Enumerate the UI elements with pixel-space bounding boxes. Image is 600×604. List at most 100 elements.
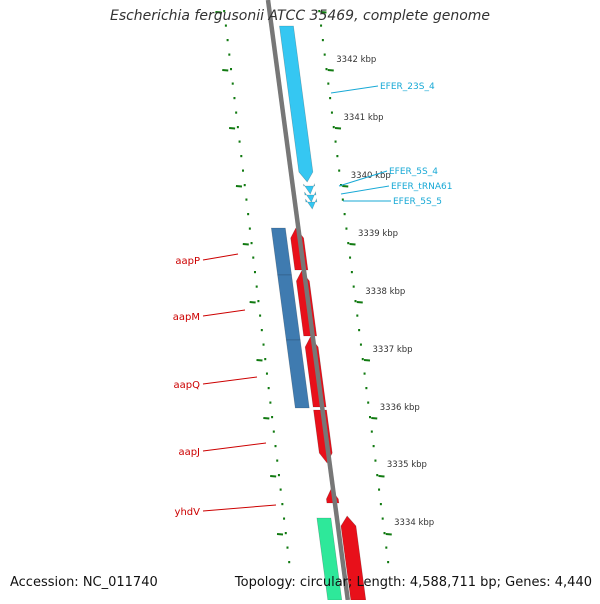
inner-minor-tick xyxy=(276,459,279,462)
topology-text: Topology: circular; Length: 4,588,711 bp… xyxy=(234,575,592,590)
outer-minor-tick xyxy=(352,285,355,288)
inner-minor-tick xyxy=(230,68,233,71)
inner-minor-tick xyxy=(284,532,287,535)
inner-major-tick xyxy=(249,301,256,304)
inner-minor-tick xyxy=(226,39,229,42)
inner-major-tick xyxy=(270,475,277,478)
outer-major-tick xyxy=(334,127,342,130)
inner-minor-tick xyxy=(286,546,289,549)
inner-minor-tick xyxy=(262,343,265,346)
gene-label: aapQ xyxy=(174,380,201,391)
inner-minor-tick xyxy=(257,300,260,303)
inner-minor-tick xyxy=(247,213,250,216)
outer-major-tick xyxy=(363,359,371,362)
kbp-tick-label: 3338 kbp xyxy=(365,287,405,297)
outer-major-tick xyxy=(371,417,378,420)
trna-feature xyxy=(304,190,317,203)
outer-minor-tick xyxy=(334,140,337,143)
outer-minor-tick xyxy=(361,358,364,361)
inner-minor-tick xyxy=(264,358,267,361)
outer-minor-tick xyxy=(325,68,328,71)
outer-minor-tick xyxy=(343,213,346,216)
outer-minor-tick xyxy=(369,416,371,419)
accession-text: Accession: NC_011740 xyxy=(10,575,158,590)
outer-minor-tick xyxy=(321,39,324,42)
outer-minor-tick xyxy=(378,488,381,491)
outer-minor-tick xyxy=(320,24,323,27)
inner-minor-tick xyxy=(271,416,274,419)
inner-minor-tick xyxy=(245,198,248,201)
outer-minor-tick xyxy=(370,430,373,433)
outer-minor-tick xyxy=(383,532,386,535)
outer-major-tick xyxy=(349,243,356,246)
rna-label: EFER_23S_4 xyxy=(380,82,435,92)
outer-minor-tick xyxy=(356,314,359,317)
kbp-tick-label: 3336 kbp xyxy=(380,403,420,413)
gene-label-leader xyxy=(202,442,267,452)
backbone xyxy=(265,0,351,601)
rna-label-leader xyxy=(340,185,390,195)
genome-backbone xyxy=(265,0,351,601)
aapP-reverse-feature xyxy=(270,227,292,276)
inner-minor-tick xyxy=(224,24,227,27)
inner-minor-tick xyxy=(235,111,238,114)
outer-major-tick xyxy=(385,533,392,536)
outer-major-tick xyxy=(342,185,349,188)
rna-label-leader xyxy=(330,85,379,94)
aapQ-reverse-feature xyxy=(285,339,310,409)
inner-minor-tick xyxy=(267,387,270,390)
outer-minor-tick xyxy=(363,372,366,375)
rna-label: EFER_tRNA61 xyxy=(391,182,452,192)
rrna-5s-feature xyxy=(303,182,316,195)
inner-major-tick xyxy=(222,69,229,72)
outer-minor-tick xyxy=(332,126,335,129)
inner-major-tick xyxy=(276,533,284,536)
rrna-5s-feature-2 xyxy=(305,197,318,210)
inner-minor-tick xyxy=(243,184,246,187)
gene-label: aapJ xyxy=(178,447,200,458)
inner-minor-tick xyxy=(233,97,236,100)
rna-label: EFER_5S_4 xyxy=(389,167,438,177)
outer-minor-tick xyxy=(318,10,321,13)
gene-label: aapM xyxy=(173,312,200,323)
outer-minor-tick xyxy=(367,401,370,404)
outer-major-tick xyxy=(356,301,363,304)
outer-minor-tick xyxy=(347,242,350,245)
outer-minor-tick xyxy=(358,329,361,332)
inner-minor-tick xyxy=(223,10,226,13)
outer-minor-tick xyxy=(345,227,348,230)
inner-minor-tick xyxy=(228,53,231,56)
inner-minor-tick xyxy=(255,285,258,288)
inner-major-tick xyxy=(256,359,263,362)
inner-major-tick xyxy=(215,11,222,14)
inner-major-tick xyxy=(263,417,270,420)
inner-minor-tick xyxy=(253,271,256,274)
inner-minor-tick xyxy=(265,372,268,375)
tick-marks xyxy=(215,10,392,564)
inner-minor-tick xyxy=(288,561,291,564)
inner-minor-tick xyxy=(281,503,284,506)
inner-minor-tick xyxy=(252,256,255,259)
inner-minor-tick xyxy=(259,314,262,317)
inner-minor-tick xyxy=(274,445,277,448)
outer-minor-tick xyxy=(327,82,330,85)
inner-minor-tick xyxy=(277,474,280,477)
gene-label-leader xyxy=(202,504,277,512)
outer-minor-tick xyxy=(372,445,375,448)
gene-label-leader xyxy=(202,376,258,385)
outer-minor-tick xyxy=(323,53,326,56)
kbp-tick-label: 3339 kbp xyxy=(358,229,398,239)
inner-minor-tick xyxy=(231,82,234,85)
outer-minor-tick xyxy=(379,503,382,506)
inner-minor-tick xyxy=(279,488,282,491)
outer-minor-tick xyxy=(336,155,339,158)
inner-minor-tick xyxy=(250,242,253,245)
inner-minor-tick xyxy=(236,126,239,129)
inner-minor-tick xyxy=(238,140,241,143)
outer-minor-tick xyxy=(349,256,352,259)
outer-minor-tick xyxy=(330,111,333,114)
outer-minor-tick xyxy=(374,459,377,462)
